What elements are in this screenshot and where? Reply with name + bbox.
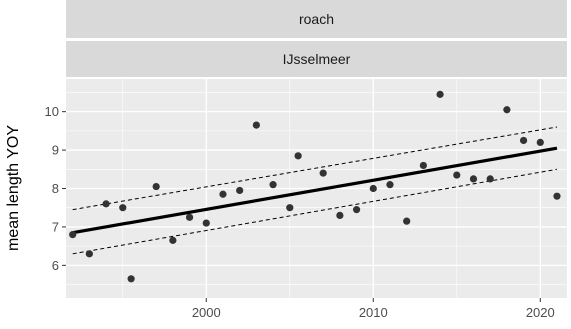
regression-line [72,146,558,235]
data-point [503,106,511,114]
data-point [369,184,377,193]
data-point [236,186,244,195]
data-point [352,206,361,214]
data-point [469,175,478,183]
facet-strip-top-label: roach [299,11,334,27]
grid-minor [66,79,567,298]
data-point [119,204,127,212]
data-point [486,175,494,183]
data-point [252,121,260,129]
fit-line [72,146,558,235]
data-point [553,192,561,200]
y-tick-label: 7 [52,219,59,234]
y-tick-label: 6 [52,258,59,273]
data-point [127,275,135,283]
confidence-band-upper [72,126,558,211]
data-point [219,190,227,198]
data-point [85,250,93,258]
data-point [319,169,327,177]
y-axis-title: mean length YOY [5,125,22,251]
data-point [453,171,461,179]
data-point [102,200,110,208]
data-point [519,136,528,145]
data-point [69,231,77,239]
y-tick-label: 8 [52,181,59,196]
grid-major [66,79,567,298]
data-point [403,217,411,225]
data-point [286,204,294,212]
data-point [152,182,160,191]
data-point [536,138,544,146]
data-points [69,90,561,283]
facet-strip-bottom [66,41,567,77]
y-tick-label: 9 [52,143,59,158]
x-axis: 2000 2010 2020 [192,298,555,320]
y-axis: 6 7 8 9 10 [45,104,66,273]
x-tick-label: 2020 [526,305,555,320]
y-tick-label: 10 [45,104,59,119]
data-point [202,219,210,227]
data-point [269,181,277,189]
confidence-band [72,126,558,255]
facet-strip-top [66,0,567,38]
x-tick-label: 2010 [359,305,388,320]
facet-strip-bottom-label: IJsselmeer [283,51,351,67]
data-point [386,181,394,189]
data-point [336,211,344,219]
data-point [294,152,302,160]
data-point [185,213,194,221]
confidence-band-lower [72,168,558,255]
data-point [419,161,427,170]
data-point [169,236,177,244]
x-tick-label: 2000 [192,305,221,320]
data-point [436,90,444,98]
